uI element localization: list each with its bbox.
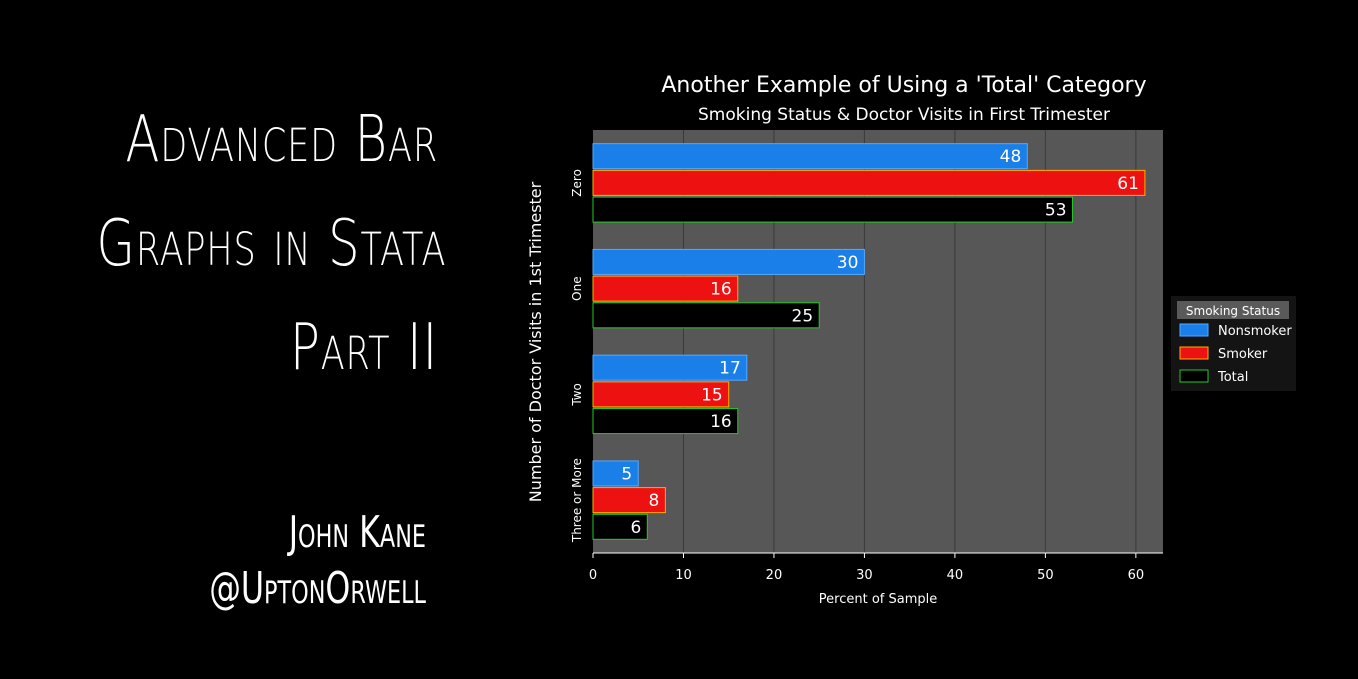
x-tick-label-5: 50 — [1037, 568, 1054, 583]
category-label-one: One — [570, 276, 584, 300]
author-handle: @UptonOrwell — [209, 563, 426, 614]
data-label-one-nonsmoker: 30 — [837, 253, 859, 273]
bar-two-total — [592, 408, 739, 435]
x-tick-label-1: 10 — [675, 568, 692, 583]
legend-label-smoker: Smoker — [1218, 347, 1268, 362]
chart-subtitle: Smoking Status & Doctor Visits in First … — [698, 105, 1110, 125]
data-label-two-nonsmoker: 17 — [719, 359, 741, 379]
bar-zero-nonsmoker — [592, 143, 1028, 170]
data-labels: 48 61 53 30 16 25 17 15 16 586 — [621, 147, 1138, 538]
bar-two-smoker — [592, 381, 730, 408]
bar-zero-smoker — [592, 169, 1146, 196]
author-block: John Kane @UptonOrwell — [119, 505, 426, 617]
author-name: John Kane — [288, 507, 426, 558]
data-label-zero-smoker: 61 — [1117, 174, 1139, 194]
legend-swatch-smoker — [1179, 346, 1209, 360]
hero-title: Advanced Bar Graphs in Stata Part II — [96, 88, 447, 400]
category-label-two: Two — [570, 383, 584, 407]
data-label-one-smoker: 16 — [710, 280, 732, 300]
category-label-three-or-more: Three or More — [570, 458, 584, 543]
data-label-two-total: 16 — [710, 412, 732, 432]
x-tick-label-2: 20 — [766, 568, 783, 583]
hero-title-line-3: Part II — [289, 311, 438, 385]
legend-label-nonsmoker: Nonsmoker — [1218, 324, 1292, 339]
data-label-one-total: 25 — [792, 306, 814, 326]
data-label-three-or-more-nonsmoker: 5 — [621, 464, 632, 484]
chart-title: Another Example of Using a 'Total' Categ… — [661, 73, 1146, 98]
bar-one-nonsmoker — [592, 248, 865, 275]
x-tick-label-4: 40 — [947, 568, 964, 583]
data-label-three-or-more-total: 6 — [630, 518, 641, 538]
legend-label-total: Total — [1217, 370, 1248, 385]
data-label-two-smoker: 15 — [701, 385, 723, 405]
bar-one-total — [592, 302, 820, 329]
bar-two-nonsmoker — [592, 354, 748, 381]
data-label-three-or-more-smoker: 8 — [649, 491, 660, 511]
data-label-zero-total: 53 — [1045, 201, 1067, 221]
bar-three-or-more-smoker — [592, 487, 666, 514]
x-axis-label: Percent of Sample — [819, 592, 937, 607]
bar-three-or-more-nonsmoker — [592, 460, 639, 487]
x-ticks: 0 10 20 30 40 50 60 — [589, 553, 1144, 583]
legend-swatch-nonsmoker — [1179, 323, 1209, 337]
x-tick-label-0: 0 — [589, 568, 597, 583]
category-labels: Zero One Two Three or More — [570, 169, 584, 543]
legend-title: Smoking Status — [1186, 304, 1280, 318]
hero-title-line-2: Graphs in Stata — [96, 207, 447, 281]
bar-three-or-more-total — [592, 513, 648, 540]
y-axis-label: Number of Doctor Visits in 1st Trimester — [526, 181, 545, 502]
x-tick-label-3: 30 — [856, 568, 873, 583]
category-label-zero: Zero — [570, 169, 584, 197]
bar-zero-total — [592, 196, 1074, 223]
bar-one-smoker — [592, 275, 739, 302]
legend-title-bg — [1177, 301, 1289, 319]
legend: Smoking Status Nonsmoker Smoker Total — [1171, 296, 1296, 391]
bars — [592, 143, 1146, 540]
hero-title-line-1: Advanced Bar — [125, 103, 438, 177]
data-label-zero-nonsmoker: 48 — [1000, 147, 1022, 167]
x-tick-label-6: 60 — [1128, 568, 1145, 583]
legend-swatch-total — [1179, 369, 1209, 383]
